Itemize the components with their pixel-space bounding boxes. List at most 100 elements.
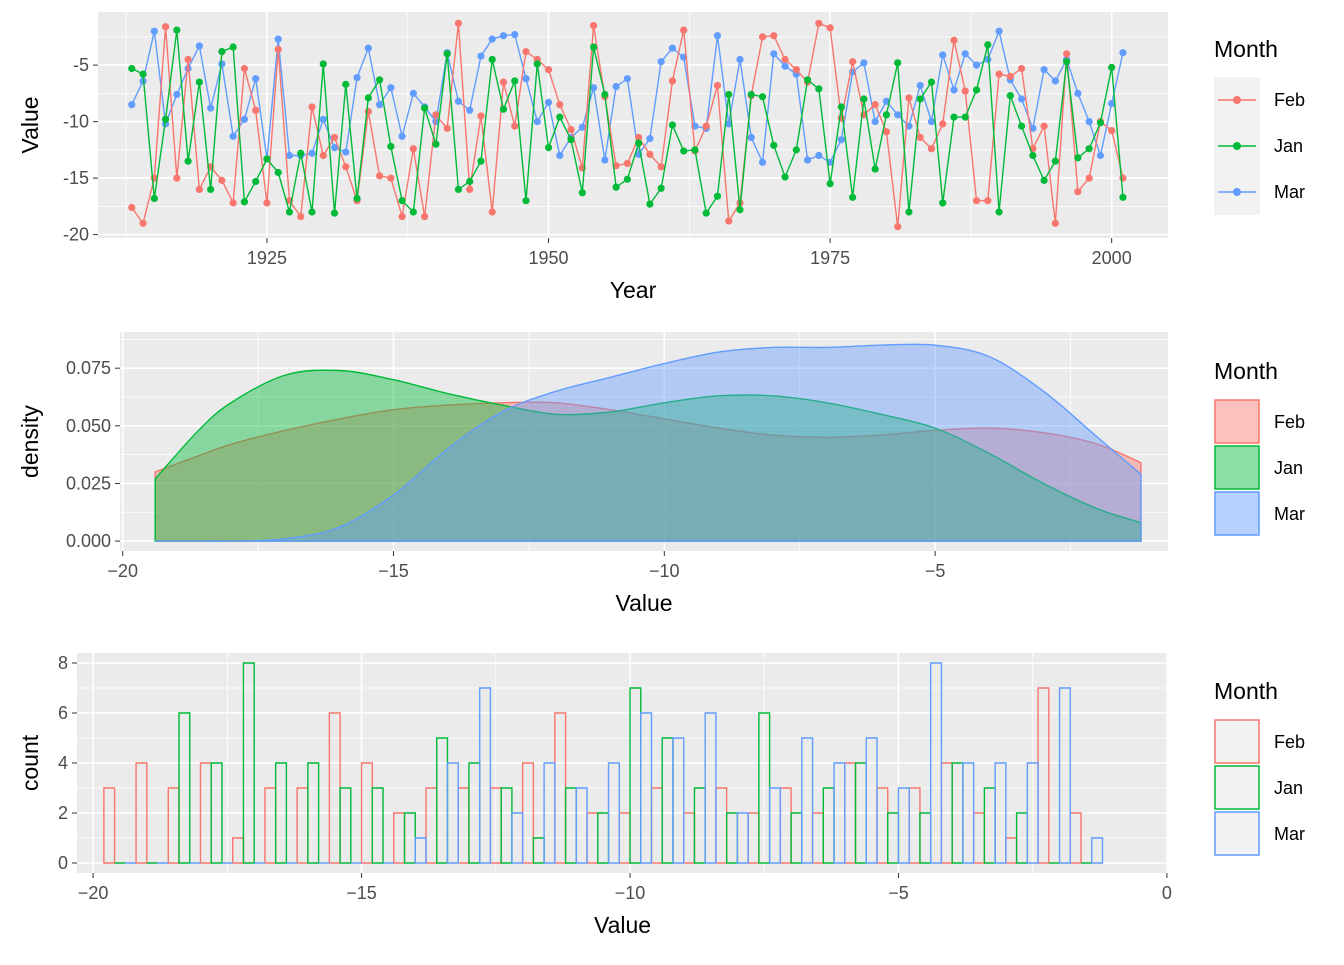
- data-point: [466, 177, 474, 186]
- data-point: [623, 159, 631, 168]
- data-point: [1085, 145, 1093, 153]
- data-point: [342, 80, 350, 88]
- data-point: [815, 85, 823, 93]
- data-point: [758, 93, 767, 101]
- histogram-bar: [371, 787, 384, 864]
- data-point: [342, 163, 350, 171]
- data-point: [680, 147, 688, 155]
- data-point: [466, 185, 474, 194]
- data-point: [544, 144, 553, 152]
- x-tick-label: 1925: [247, 248, 287, 268]
- legend-label-jan: Jan: [1274, 458, 1303, 478]
- legend-key-feb: [1214, 77, 1260, 123]
- data-point: [207, 104, 215, 112]
- data-point: [1040, 66, 1048, 74]
- y-tick-label: 0.025: [66, 473, 111, 493]
- data-point: [466, 106, 474, 114]
- y-tick-label: 0.075: [66, 358, 111, 378]
- data-point: [173, 26, 181, 34]
- legend-key-swatch: [1214, 491, 1260, 536]
- data-point: [454, 97, 463, 105]
- histogram-bar: [994, 762, 1007, 864]
- data-point: [601, 90, 609, 99]
- data-point: [263, 199, 271, 207]
- data-point: [387, 84, 395, 92]
- histogram-bar: [403, 812, 416, 864]
- data-point: [995, 70, 1003, 78]
- data-point: [342, 148, 350, 156]
- data-point: [240, 198, 249, 206]
- data-point: [995, 27, 1003, 35]
- histogram-bar: [210, 762, 223, 864]
- data-point: [522, 197, 530, 205]
- data-point: [240, 115, 249, 123]
- data-point: [1006, 72, 1014, 81]
- data-point: [364, 94, 372, 102]
- histogram-bar: [328, 712, 341, 864]
- legend-1: Month Feb Jan Mar: [1214, 36, 1305, 215]
- histogram-bar: [178, 712, 191, 864]
- data-point: [432, 111, 440, 119]
- legend-key-swatch: [1214, 765, 1260, 810]
- data-point: [488, 35, 496, 43]
- data-point: [544, 98, 553, 106]
- histogram-bar: [929, 662, 943, 864]
- histogram-bar: [962, 762, 975, 864]
- histogram-bar: [436, 737, 449, 864]
- legend-key-feb: [1214, 399, 1260, 444]
- data-point: [657, 184, 665, 192]
- data-point: [139, 70, 147, 78]
- data-point: [511, 30, 519, 39]
- data-point: [1040, 122, 1048, 130]
- data-point: [668, 44, 677, 52]
- data-point: [916, 81, 924, 90]
- y-tick-label: 4: [58, 753, 68, 773]
- legend-key-jan: [1214, 765, 1260, 810]
- axes: 1925 1950 1975 2000 -20 -15 -10 -5 Year Value: [17, 55, 1132, 303]
- data-point: [623, 175, 631, 183]
- data-point: [612, 82, 620, 91]
- histogram-bar: [307, 762, 320, 864]
- data-point: [387, 174, 395, 182]
- y-tick-label: -20: [63, 225, 89, 245]
- histogram-bar: [758, 712, 771, 864]
- chart-panel-2: −20 −15 −10 −5 0.000 0.025 0.050 0.075 Value dens…: [17, 332, 1168, 616]
- data-point: [454, 19, 463, 27]
- density-area-feb: [154, 401, 1142, 542]
- legend-key-jan: [1214, 445, 1260, 490]
- data-point: [330, 133, 339, 142]
- data-point: [240, 64, 249, 73]
- data-point: [702, 209, 710, 217]
- data-point: [961, 50, 969, 58]
- data-point: [668, 121, 677, 129]
- data-point: [533, 60, 541, 68]
- data-point: [319, 60, 327, 68]
- data-point: [578, 123, 586, 131]
- data-point: [950, 86, 958, 94]
- data-point: [522, 75, 530, 83]
- legend-label-jan: Jan: [1274, 136, 1303, 156]
- legend-key-mar: [1214, 169, 1260, 215]
- chart-panel-3: −20 −15 −10 −5 0 0 2 4 6 8 Value count: [17, 653, 1172, 938]
- data-point: [635, 139, 643, 147]
- data-point: [409, 145, 417, 153]
- data-point: [195, 185, 203, 194]
- data-point: [837, 136, 845, 144]
- data-point: [815, 151, 823, 160]
- data-point: [1119, 49, 1127, 57]
- data-point: [150, 194, 158, 203]
- legend-key-mar: [1214, 811, 1260, 856]
- histogram-series-mar: [125, 662, 1104, 864]
- data-point: [882, 128, 891, 136]
- histogram-bar: [629, 687, 642, 864]
- legend-key-swatch: [1214, 811, 1260, 856]
- data-point: [961, 87, 969, 95]
- data-point: [691, 146, 699, 154]
- legend-key-point: [1233, 142, 1241, 150]
- data-point: [375, 101, 384, 109]
- x-tick-label: 1950: [529, 248, 569, 268]
- data-point: [184, 55, 192, 64]
- legend-title: Month: [1214, 358, 1278, 384]
- data-point: [713, 81, 722, 90]
- data-point: [252, 75, 260, 83]
